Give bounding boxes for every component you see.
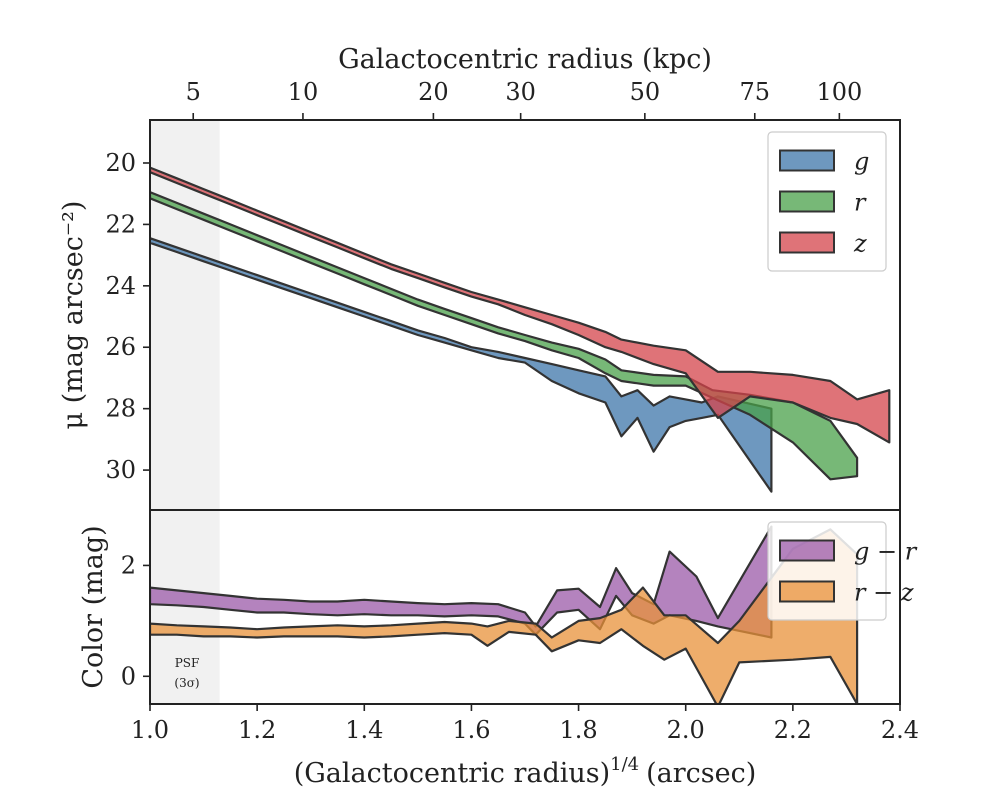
bottom-y-tick-label: 2 <box>121 551 136 579</box>
x-label-superscript: 1/4 <box>610 754 639 775</box>
top-legend-swatch-1 <box>779 190 835 213</box>
bottom-panel-bands <box>150 525 859 704</box>
bottom-panel-frame <box>149 509 901 705</box>
bottom-legend-label-0: g − r <box>854 538 918 566</box>
top-y-tick-label: 22 <box>105 210 136 238</box>
top-axis-tick-label: 75 <box>739 78 770 106</box>
psf-label: PSF <box>175 656 200 670</box>
top-axis-tick-label: 30 <box>505 78 536 106</box>
top-axis-tick-label: 10 <box>288 78 319 106</box>
x-tick-label: 2.2 <box>774 716 812 744</box>
top-axis-tick-label: 100 <box>816 78 862 106</box>
top-y-tick-label: 26 <box>105 333 136 361</box>
bottom-panel-ylabel: Color (mag) <box>78 525 109 688</box>
psf-sublabel: (3σ) <box>174 676 199 690</box>
top-y-tick-label: 30 <box>105 456 136 484</box>
bottom-panel-legend: g − r r − z <box>767 521 918 621</box>
bottom-y-tick-label: 0 <box>121 662 136 690</box>
top-legend-label-0: g <box>854 148 869 176</box>
top-axis-title: Galactocentric radius (kpc) <box>338 44 712 75</box>
x-tick-label: 1.6 <box>452 716 490 744</box>
top-series-band-0 <box>150 237 773 493</box>
bottom-legend-swatch-0 <box>779 539 835 562</box>
bottom-series-band-1 <box>150 528 859 704</box>
psf-region-top <box>150 120 220 510</box>
top-axis-tick-label: 50 <box>630 78 661 106</box>
x-tick-label: 1.0 <box>131 716 169 744</box>
x-label-main: (Galactocentric radius) <box>294 758 610 789</box>
x-tick-label: 1.2 <box>238 716 276 744</box>
top-legend-label-1: r <box>854 189 867 217</box>
bottom-axis-title: (Galactocentric radius)1/4 (arcsec) <box>294 754 757 789</box>
top-series-band-2 <box>150 166 891 444</box>
x-tick-label: 1.4 <box>345 716 383 744</box>
ticks: 1.0 1.2 1.4 1.6 1.8 2.0 2.2 2.45 10 20 30 50 75 10020… <box>105 78 919 744</box>
x-tick-label: 2.4 <box>881 716 919 744</box>
top-legend-swatch-2 <box>779 231 835 254</box>
top-axis-tick-label: 20 <box>418 78 449 106</box>
top-series-band-1 <box>150 191 859 481</box>
x-tick-label: 1.8 <box>559 716 597 744</box>
top-y-tick-label: 28 <box>105 395 136 423</box>
x-tick-label: 2.0 <box>667 716 705 744</box>
top-axis-tick-label: 5 <box>186 78 201 106</box>
top-y-tick-label: 20 <box>105 149 136 177</box>
top-panel-legend: grz <box>767 131 887 272</box>
top-legend-label-2: z <box>853 230 867 258</box>
top-panel-ylabel: μ (mag arcsec⁻²) <box>58 201 89 430</box>
bottom-legend-swatch-1 <box>779 580 835 603</box>
top-panel-bands <box>150 166 891 493</box>
top-y-tick-label: 24 <box>105 272 136 300</box>
x-label-unit: (arcsec) <box>646 758 756 789</box>
bottom-legend-label-1: r − z <box>854 579 914 607</box>
top-legend-swatch-0 <box>779 149 835 172</box>
